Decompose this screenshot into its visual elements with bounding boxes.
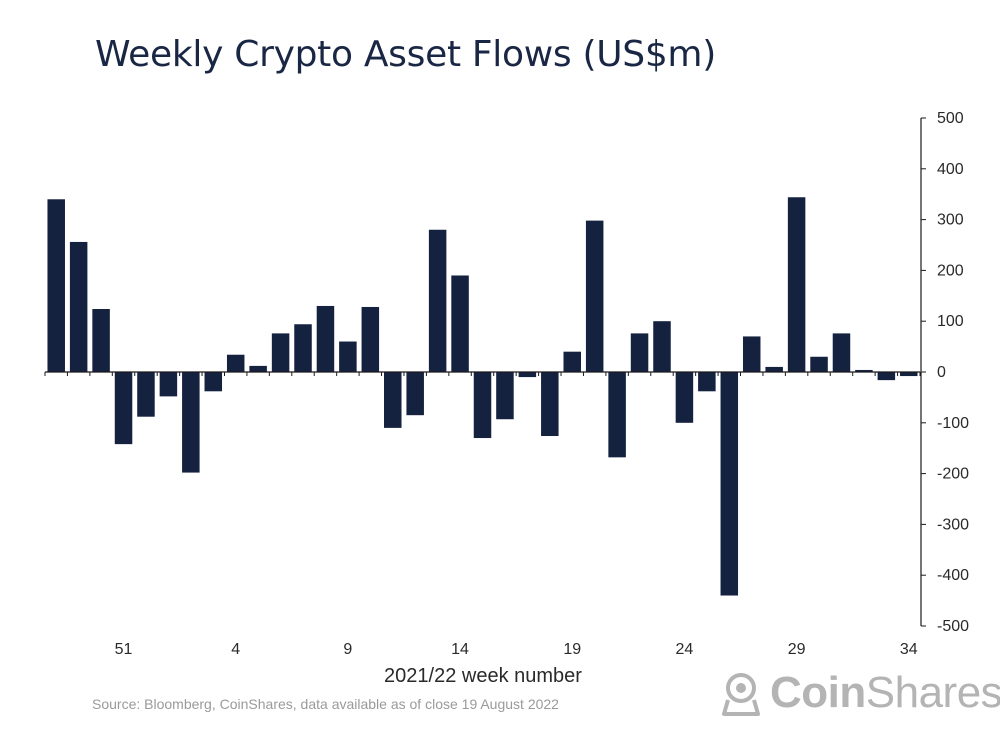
y-tick-label: 500 xyxy=(937,110,964,127)
bar-week-9 xyxy=(339,341,357,372)
x-tick-label: 4 xyxy=(231,641,240,658)
coinshares-logo-icon xyxy=(722,673,760,716)
x-tick-label: 19 xyxy=(563,641,581,658)
bar-week-14 xyxy=(451,275,469,372)
x-axis-label: 2021/22 week number xyxy=(384,665,582,687)
bar-week-21 xyxy=(608,372,626,458)
source-note: Source: Bloomberg, CoinShares, data avai… xyxy=(92,696,559,712)
x-tick-label: 24 xyxy=(676,641,694,658)
bar-week-24 xyxy=(675,372,694,423)
x-tick-label: 51 xyxy=(115,641,133,658)
bar-week-11 xyxy=(384,372,402,428)
x-axis: 51 4 9 14 19 24 29 34 xyxy=(44,371,921,658)
bar-week-10 xyxy=(361,306,380,372)
bar-week-18 xyxy=(541,372,559,437)
bar-week-13 xyxy=(428,229,447,372)
x-tick-label: 14 xyxy=(451,641,469,658)
bar-week-29 xyxy=(787,197,806,372)
bar-week-17 xyxy=(518,372,537,378)
y-tick-label: 0 xyxy=(937,364,946,381)
coinshares-logo: CoinShares xyxy=(722,668,1000,718)
bar-week-50 xyxy=(92,309,110,372)
bar-week-49 xyxy=(69,241,88,372)
bar-week-6 xyxy=(271,333,290,372)
bar-week-4 xyxy=(226,354,245,372)
y-axis: 500 400 300 200 100 0 -100 -200 -300 -400 -500 xyxy=(920,110,969,635)
y-tick-label: -300 xyxy=(937,516,969,533)
bars-group xyxy=(47,197,918,596)
bar-week-26 xyxy=(720,372,739,596)
y-tick-label: 100 xyxy=(937,313,964,330)
bar-week-51 xyxy=(114,372,133,445)
bar-week-5 xyxy=(249,365,267,372)
bar-week-12 xyxy=(406,372,424,416)
bar-week-7 xyxy=(294,324,312,372)
bar-week-31 xyxy=(832,333,851,372)
bar-week-52 xyxy=(137,372,155,417)
bar-week-19 xyxy=(563,351,581,372)
bar-week-15 xyxy=(473,372,492,439)
bar-week-2 xyxy=(182,372,200,473)
bar-week-25 xyxy=(698,372,716,392)
y-tick-label: 400 xyxy=(937,161,964,178)
bar-week-32 xyxy=(855,369,873,372)
bar-week-20 xyxy=(585,220,604,372)
y-tick-label: 300 xyxy=(937,212,964,229)
coinshares-logo-text: CoinShares xyxy=(770,668,1000,717)
y-tick-label: 200 xyxy=(937,262,964,279)
bar-week-3 xyxy=(204,372,223,392)
bar-week-16 xyxy=(496,372,514,420)
y-tick-label: -200 xyxy=(937,466,969,483)
x-tick-label: 9 xyxy=(343,641,352,658)
bar-week-27 xyxy=(742,336,761,372)
bar-week-28 xyxy=(765,366,783,372)
x-tick-label: 34 xyxy=(900,641,918,658)
bar-week-33 xyxy=(877,372,896,381)
bar-week-48 xyxy=(47,199,65,372)
bar-week-1 xyxy=(159,372,178,397)
y-tick-label: -400 xyxy=(937,567,969,584)
bar-week-34 xyxy=(900,372,918,377)
bar-week-8 xyxy=(316,305,335,372)
x-tick-label: 29 xyxy=(788,641,806,658)
y-tick-label: -500 xyxy=(937,618,969,635)
bar-week-22 xyxy=(630,333,649,372)
chart-title: Weekly Crypto Asset Flows (US$m) xyxy=(95,34,716,75)
bar-week-30 xyxy=(810,356,828,372)
y-tick-label: -100 xyxy=(937,415,969,432)
bar-week-23 xyxy=(653,321,671,372)
